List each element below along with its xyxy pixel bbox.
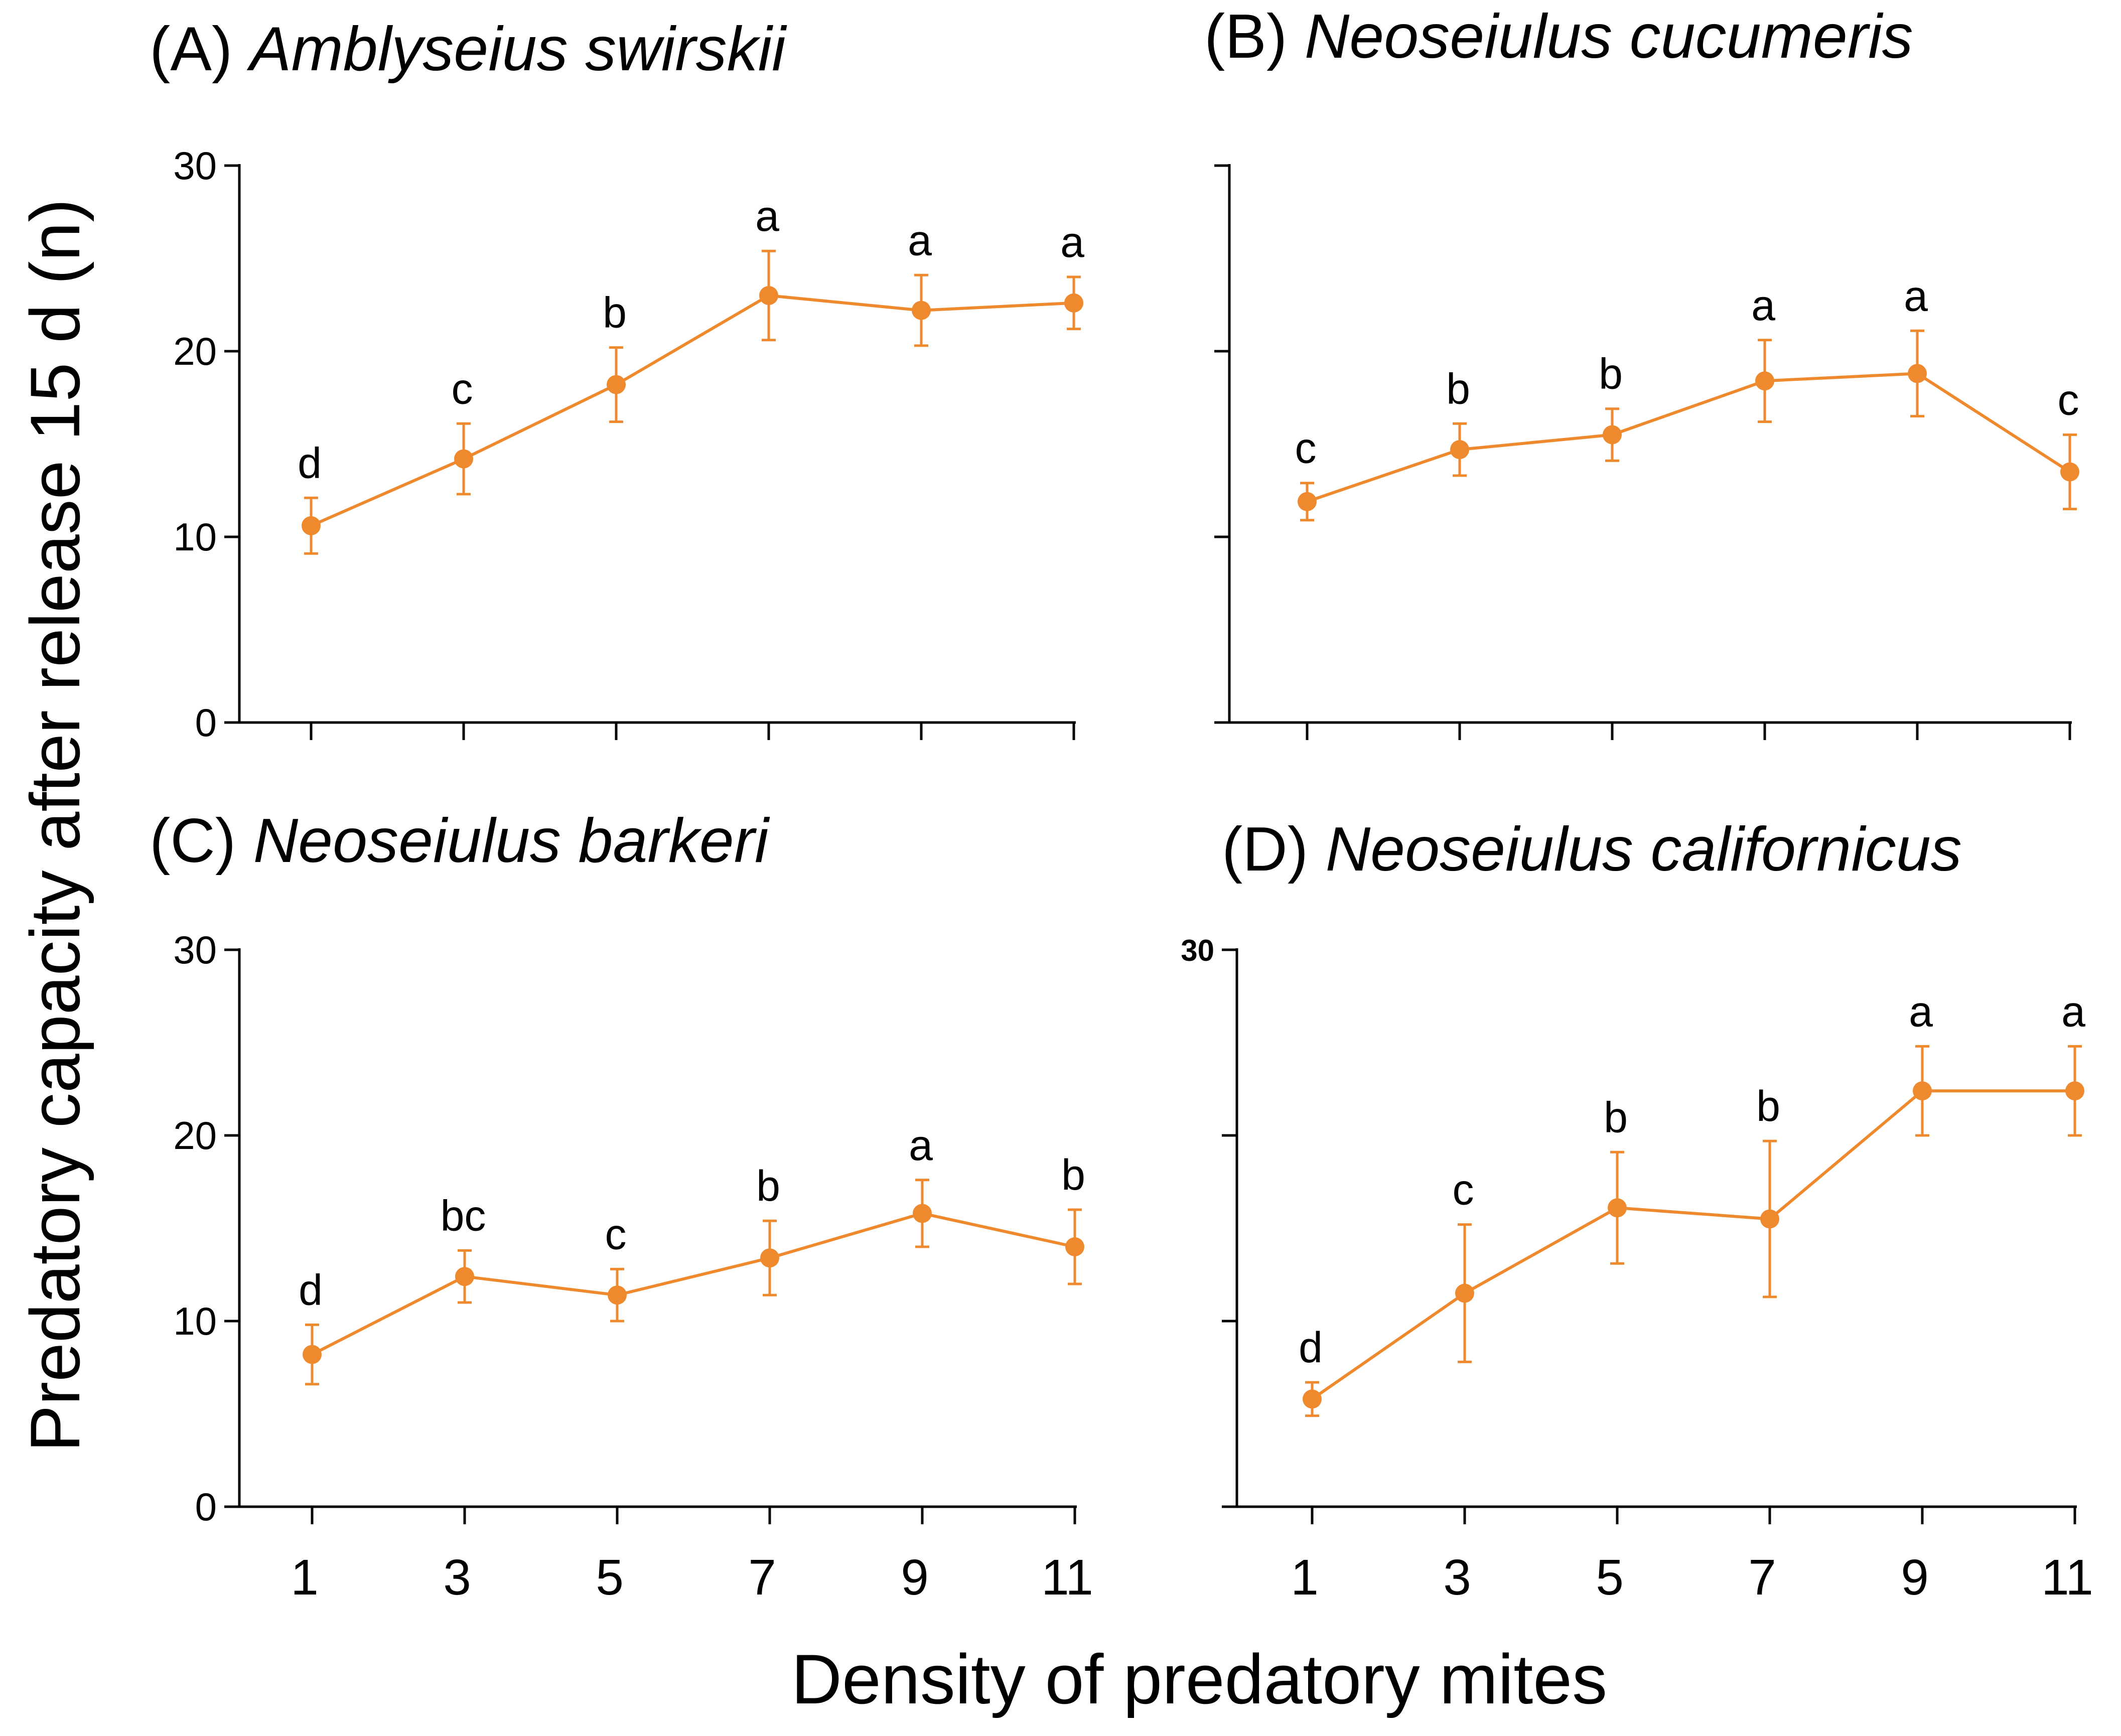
panel-b-significance-letter: c: [1295, 424, 1317, 473]
panel-d-data-point: [1913, 1081, 1932, 1101]
panel-b-plot: c b b a a c: [1214, 164, 2079, 740]
panel-d-significance-letter: a: [2061, 987, 2085, 1036]
panel-a-significance-letter: a: [1060, 218, 1084, 266]
panel-c-series-line: [311, 1212, 1075, 1356]
panel-d: (D) Neoseiulus californicus 30 1 3 5 7 9 11 d c b…: [1181, 815, 2093, 1606]
panel-c-x-tick-label: 9: [901, 1549, 929, 1606]
panel-c-significance-letter: d: [299, 1266, 323, 1314]
panel-c-x-tick-label: 11: [1041, 1549, 1093, 1606]
panel-c-significance-letter: bc: [441, 1192, 486, 1240]
panel-a-title-prefix: (A): [150, 15, 250, 84]
panel-d-significance-letter: b: [1756, 1082, 1780, 1130]
panel-a-significance-letter: d: [298, 439, 322, 487]
panel-d-x-tick-label: 7: [1748, 1549, 1776, 1606]
panel-b-significance-letter: a: [1751, 281, 1775, 330]
panel-b-title-species: Neoseiulus cucumeris: [1305, 2, 1913, 71]
panel-d-significance-letter: b: [1604, 1093, 1628, 1141]
panel-d-title: (D) Neoseiulus californicus: [1222, 815, 1962, 884]
panel-b-data-point: [2060, 462, 2079, 482]
panel-a-plot: 0 10 20 30 d c b a a a: [173, 143, 1084, 745]
panel-d-data-point: [1455, 1283, 1474, 1303]
panel-c-data-point: [608, 1285, 627, 1305]
panel-c-title-prefix: (C): [150, 806, 253, 876]
panel-b-data-point: [1908, 364, 1927, 383]
y-axis-title: Predatory capacity after release 15 d (n…: [16, 199, 94, 1452]
panel-d-data-point: [1303, 1389, 1322, 1409]
panel-a-y-tick-label: 0: [195, 700, 217, 745]
panel-c-data-point: [455, 1267, 474, 1286]
panel-a-significance-letter: c: [452, 365, 473, 413]
panel-c-data-point: [760, 1248, 779, 1268]
panel-a-y-tick-label: 30: [173, 143, 217, 188]
panel-c-x-tick-label: 5: [596, 1549, 624, 1606]
panel-b-series-line: [1307, 372, 2071, 503]
panel-c-data-point: [303, 1345, 322, 1364]
panel-a-title-species: Amblyseius swirskii: [246, 15, 787, 84]
panel-b-significance-letter: a: [1904, 272, 1928, 320]
panel-c-title-species: Neoseiulus barkeri: [253, 806, 770, 876]
panel-a: (A) Amblyseius swirskii 0 10 20 30 d c b a a a: [150, 15, 1084, 745]
panel-b-significance-letter: b: [1446, 365, 1470, 413]
panel-a-data-point: [1064, 293, 1083, 313]
panel-d-x-tick-label: 9: [1901, 1549, 1929, 1606]
panel-a-data-point: [302, 516, 321, 535]
panel-b-title: (B) Neoseiulus cucumeris: [1204, 2, 1913, 71]
panel-a-data-point: [912, 301, 931, 320]
panel-c-significance-letter: a: [909, 1121, 933, 1170]
panel-c-x-tick-label: 3: [443, 1549, 471, 1606]
panel-d-x-tick-label: 11: [2041, 1549, 2093, 1606]
panel-d-x-tick-label: 5: [1596, 1549, 1624, 1606]
panel-a-y-tick-label: 20: [173, 329, 217, 373]
panel-d-x-tick-label: 1: [1291, 1549, 1319, 1606]
panel-c-title: (C) Neoseiulus barkeri: [150, 806, 770, 876]
panel-c-y-tick-label: 20: [173, 1113, 217, 1158]
panel-c-y-tick-label: 10: [173, 1299, 217, 1343]
panel-a-data-point: [759, 286, 778, 305]
panel-d-significance-letter: a: [1909, 987, 1933, 1036]
x-axis-title: Density of predatory mites: [791, 1640, 1607, 1718]
panel-b-data-point: [1298, 492, 1317, 511]
panel-c-significance-letter: b: [756, 1162, 780, 1210]
panel-c-x-tick-label: 7: [748, 1549, 776, 1606]
panel-d-data-point: [1608, 1198, 1627, 1218]
panel-d-y-tick-label: 30: [1181, 934, 1214, 967]
panel-d-plot: 30 1 3 5 7 9 11 d c b b a a: [1181, 934, 2093, 1606]
panel-b: (B) Neoseiulus cucumeris c b b a a c: [1204, 2, 2079, 740]
panel-a-series-line: [310, 294, 1074, 527]
panel-c-data-point: [913, 1204, 932, 1223]
panel-c-plot: 0 10 20 30 1 3 5 7 9 11 d bc c b a b: [173, 928, 1093, 1606]
panel-c-data-point: [1065, 1237, 1084, 1256]
panel-c-x-tick-label: 1: [291, 1549, 319, 1606]
panel-c-significance-letter: c: [605, 1210, 627, 1258]
panel-a-y-tick-label: 10: [173, 515, 217, 559]
panel-d-data-point: [1760, 1209, 1779, 1229]
panel-b-data-point: [1603, 425, 1622, 445]
panel-c-y-tick-label: 0: [195, 1485, 217, 1529]
panel-d-x-tick-label: 3: [1443, 1549, 1471, 1606]
panel-b-data-point: [1755, 371, 1774, 391]
panel-a-significance-letter: a: [908, 216, 932, 264]
panel-a-title: (A) Amblyseius swirskii: [150, 15, 787, 84]
panel-c-significance-letter: b: [1061, 1151, 1085, 1199]
panel-b-data-point: [1450, 440, 1469, 460]
panel-b-significance-letter: b: [1599, 350, 1623, 398]
panel-c-y-tick-label: 30: [173, 928, 217, 972]
panel-b-significance-letter: c: [2058, 376, 2079, 424]
panel-d-significance-letter: c: [1453, 1166, 1474, 1214]
panel-d-title-prefix: (D): [1222, 815, 1326, 884]
panel-a-significance-letter: a: [755, 192, 779, 240]
panel-a-data-point: [607, 375, 626, 394]
panel-d-data-point: [2065, 1081, 2084, 1101]
panel-a-significance-letter: b: [603, 289, 627, 337]
panel-d-title-species: Neoseiulus californicus: [1326, 815, 1962, 884]
panel-b-title-prefix: (B): [1204, 2, 1305, 71]
panel-d-series-line: [1311, 1089, 2075, 1400]
panel-d-significance-letter: d: [1299, 1324, 1323, 1372]
panel-a-data-point: [454, 449, 473, 469]
